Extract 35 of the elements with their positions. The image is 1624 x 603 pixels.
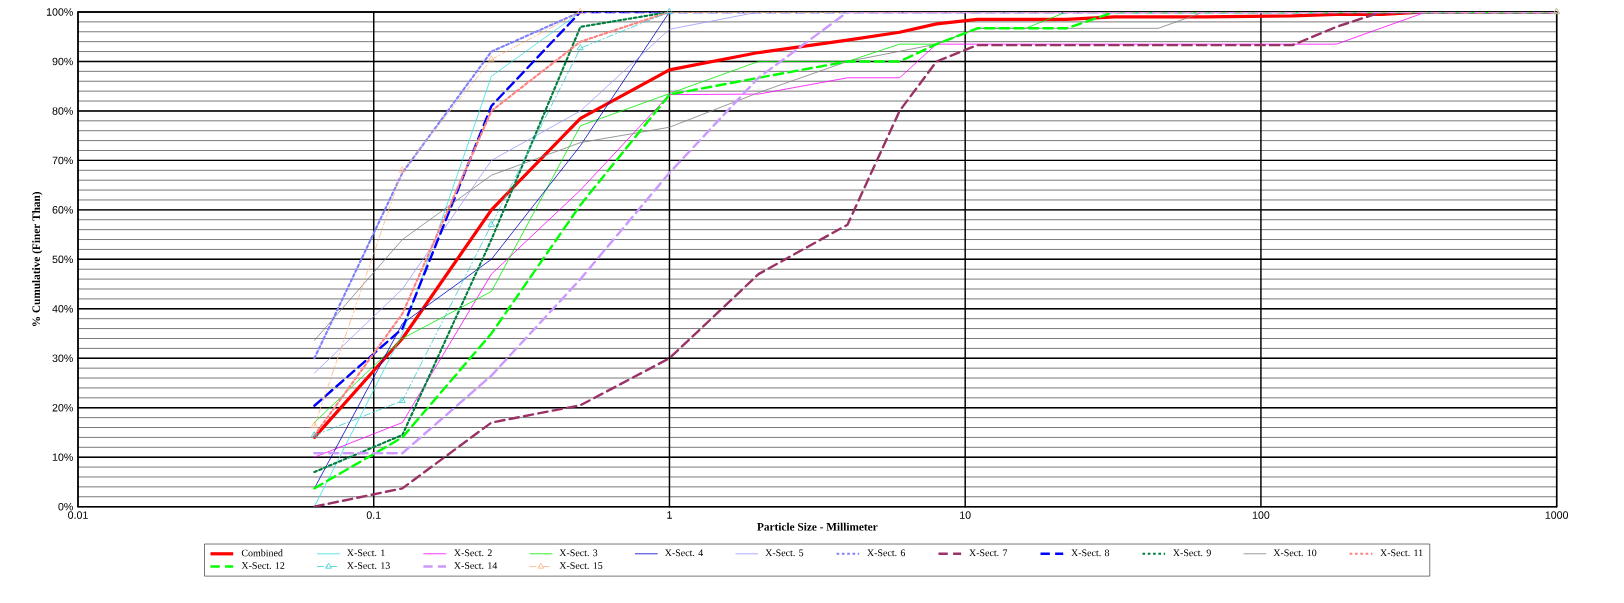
legend-label: X-Sect. 15	[559, 562, 603, 570]
x-tick-label: 0.1	[366, 511, 381, 520]
x-tick-label: 10	[960, 511, 971, 520]
legend-label: X-Sect. 3	[559, 549, 598, 557]
legend-label: X-Sect. 13	[347, 562, 390, 570]
legend-label: X-Sect. 12	[241, 562, 285, 570]
x-tick-label: 100	[1252, 511, 1270, 520]
y-tick-label: 90%	[52, 57, 73, 66]
x-axis-title: Particle Size - Millimeter	[757, 522, 878, 531]
legend-label: X-Sect. 10	[1273, 549, 1317, 557]
legend-label: X-Sect. 14	[454, 562, 498, 570]
legend-label: X-Sect. 8	[1071, 549, 1110, 557]
y-tick-label: 100%	[46, 8, 73, 16]
y-tick-label: 0%	[58, 503, 73, 511]
legend-label: X-Sect. 5	[765, 549, 804, 557]
legend-label: Combined	[241, 549, 283, 557]
y-tick-label: 50%	[52, 255, 73, 264]
y-tick-label: 40%	[52, 305, 73, 313]
legend-label: X-Sect. 1	[347, 549, 385, 557]
y-tick-label: 30%	[52, 354, 73, 363]
y-tick-label: 80%	[52, 107, 73, 115]
legend-label: X-Sect. 7	[969, 549, 1008, 557]
y-tick-label: 10%	[52, 453, 73, 462]
y-axis-title: % Cumulative (Finer Than)	[32, 192, 43, 327]
legend-label: X-Sect. 2	[454, 549, 492, 557]
y-tick-label: 20%	[52, 404, 73, 412]
legend-label: X-Sect. 11	[1380, 549, 1423, 557]
x-tick-label: 0.01	[68, 511, 88, 520]
y-tick-label: 60%	[52, 206, 73, 214]
x-tick-label: 1	[667, 511, 672, 519]
legend-label: X-Sect. 4	[664, 549, 704, 557]
legend-label: X-Sect. 6	[867, 549, 906, 557]
x-tick-label: 1000	[1545, 511, 1569, 520]
y-tick-label: 70%	[52, 156, 73, 165]
legend-label: X-Sect. 9	[1173, 549, 1211, 557]
